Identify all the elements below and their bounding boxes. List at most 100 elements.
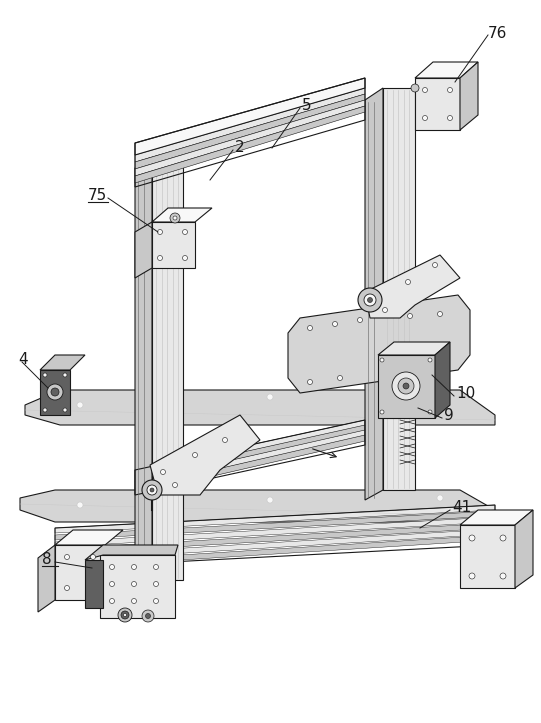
Circle shape (407, 314, 412, 319)
Circle shape (398, 378, 414, 394)
Polygon shape (20, 490, 495, 522)
Polygon shape (55, 545, 105, 600)
Circle shape (118, 608, 132, 622)
Circle shape (193, 453, 197, 458)
Circle shape (147, 485, 157, 495)
Polygon shape (55, 517, 495, 547)
Polygon shape (150, 415, 260, 495)
Text: 41: 41 (452, 500, 471, 515)
Circle shape (51, 388, 59, 396)
Circle shape (469, 535, 475, 541)
Polygon shape (515, 510, 533, 588)
Circle shape (411, 84, 419, 92)
Polygon shape (383, 88, 415, 490)
Circle shape (358, 288, 382, 312)
Polygon shape (85, 560, 103, 608)
Polygon shape (135, 430, 365, 488)
Circle shape (222, 437, 228, 442)
Text: 4: 4 (18, 353, 28, 367)
Circle shape (447, 116, 452, 121)
Polygon shape (288, 295, 470, 393)
Circle shape (392, 372, 420, 400)
Circle shape (131, 599, 136, 604)
Polygon shape (135, 425, 365, 482)
Circle shape (121, 611, 129, 619)
Polygon shape (378, 342, 450, 355)
Circle shape (469, 573, 475, 579)
Polygon shape (85, 545, 178, 560)
Polygon shape (40, 370, 70, 415)
Circle shape (432, 262, 438, 268)
Circle shape (438, 364, 443, 369)
Circle shape (170, 213, 180, 223)
Text: 9: 9 (444, 408, 454, 424)
Circle shape (406, 280, 411, 284)
Circle shape (131, 581, 136, 586)
Circle shape (157, 229, 162, 234)
Circle shape (380, 358, 384, 362)
Polygon shape (100, 555, 175, 618)
Polygon shape (38, 545, 55, 612)
Circle shape (150, 488, 154, 492)
Text: 2: 2 (235, 140, 245, 155)
Polygon shape (365, 255, 460, 318)
Circle shape (428, 410, 432, 414)
Circle shape (267, 497, 273, 503)
Circle shape (64, 555, 69, 560)
Circle shape (428, 358, 432, 362)
Circle shape (90, 555, 96, 560)
Polygon shape (152, 155, 183, 580)
Circle shape (63, 373, 67, 377)
Polygon shape (135, 155, 152, 592)
Circle shape (109, 581, 115, 586)
Polygon shape (135, 106, 365, 183)
Circle shape (109, 599, 115, 604)
Circle shape (367, 297, 373, 302)
Circle shape (407, 367, 412, 372)
Polygon shape (55, 535, 495, 568)
Circle shape (423, 116, 427, 121)
Polygon shape (55, 530, 123, 545)
Circle shape (157, 255, 162, 260)
Circle shape (500, 535, 506, 541)
Circle shape (123, 614, 127, 617)
Polygon shape (135, 222, 152, 278)
Circle shape (338, 375, 342, 380)
Polygon shape (55, 505, 495, 533)
Circle shape (267, 394, 273, 400)
Circle shape (373, 297, 378, 302)
Circle shape (43, 408, 47, 412)
Polygon shape (365, 88, 383, 500)
Circle shape (437, 495, 443, 501)
Circle shape (154, 581, 159, 586)
Polygon shape (135, 420, 365, 476)
Polygon shape (460, 62, 478, 130)
Circle shape (173, 216, 177, 220)
Circle shape (64, 586, 69, 591)
Circle shape (358, 317, 362, 322)
Circle shape (142, 610, 154, 622)
Text: 10: 10 (456, 387, 475, 401)
Circle shape (131, 565, 136, 570)
Circle shape (447, 87, 452, 93)
Circle shape (173, 482, 177, 487)
Text: 5: 5 (302, 98, 312, 114)
Circle shape (307, 380, 313, 385)
Circle shape (182, 255, 188, 260)
Text: 8: 8 (42, 552, 51, 568)
Circle shape (146, 614, 150, 618)
Text: 76: 76 (488, 25, 507, 40)
Circle shape (438, 312, 443, 317)
Polygon shape (135, 88, 365, 162)
Polygon shape (25, 390, 495, 425)
Circle shape (333, 322, 338, 327)
Polygon shape (460, 510, 533, 525)
Polygon shape (152, 222, 195, 268)
Circle shape (307, 325, 313, 330)
Circle shape (43, 373, 47, 377)
Circle shape (154, 565, 159, 570)
Polygon shape (40, 355, 85, 370)
Circle shape (423, 87, 427, 93)
Circle shape (437, 392, 443, 398)
Polygon shape (415, 62, 478, 78)
